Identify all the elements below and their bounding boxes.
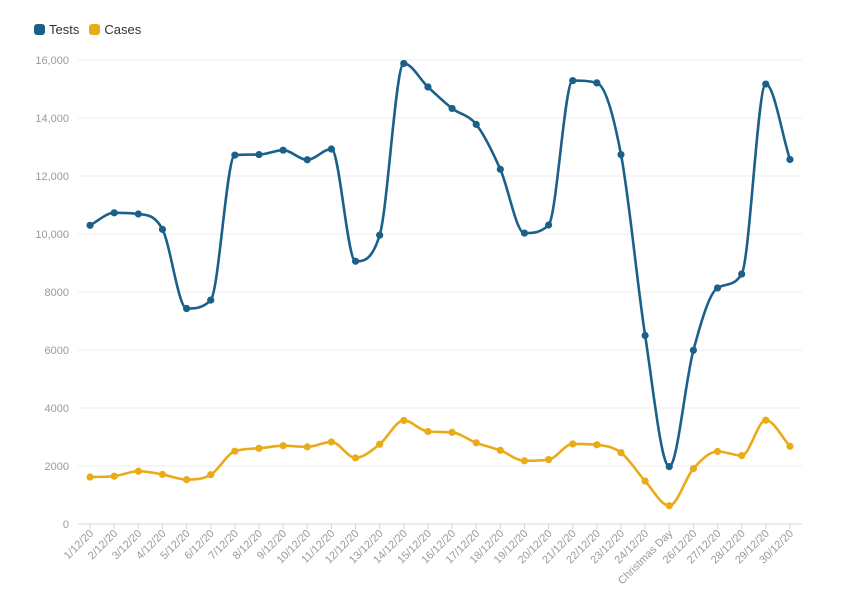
data-point-tests	[207, 296, 215, 304]
data-point-cases	[738, 451, 746, 460]
data-point-tests	[376, 231, 384, 239]
data-point-cases	[448, 428, 456, 436]
data-point-tests	[134, 210, 142, 218]
legend: Tests Cases	[34, 22, 141, 37]
data-point-cases	[593, 441, 601, 449]
series-line-tests	[89, 62, 792, 468]
legend-item-cases[interactable]: Cases	[89, 22, 141, 37]
legend-label-cases: Cases	[104, 22, 142, 37]
y-tick-label: 10,000	[35, 229, 69, 241]
data-point-tests	[617, 150, 625, 159]
data-point-tests	[762, 80, 770, 88]
data-point-tests	[351, 257, 360, 265]
data-point-cases	[786, 442, 794, 450]
data-point-cases	[183, 476, 191, 484]
data-point-tests	[158, 225, 167, 233]
data-point-cases	[134, 467, 142, 475]
legend-item-tests[interactable]: Tests	[34, 22, 79, 37]
data-point-cases	[303, 443, 311, 451]
data-point-cases	[520, 457, 529, 465]
data-point-tests	[713, 284, 722, 292]
data-point-tests	[738, 270, 746, 278]
data-point-tests	[327, 145, 335, 153]
data-point-tests	[520, 229, 529, 237]
data-point-cases	[569, 440, 577, 448]
y-tick-label: 6000	[45, 345, 69, 357]
y-tick-label: 2000	[45, 461, 69, 473]
y-tick-label: 0	[63, 519, 69, 531]
data-point-cases	[689, 465, 698, 473]
data-point-tests	[472, 120, 480, 128]
data-point-cases	[641, 477, 649, 485]
data-point-cases	[158, 470, 167, 479]
data-point-tests	[279, 146, 287, 154]
data-point-tests	[400, 59, 408, 68]
data-point-tests	[231, 151, 239, 159]
data-point-cases	[207, 471, 215, 479]
y-tick-label: 8000	[45, 287, 69, 299]
data-point-cases	[617, 449, 625, 457]
data-point-tests	[689, 346, 698, 354]
y-tick-label: 12,000	[35, 171, 69, 183]
data-point-cases	[665, 502, 673, 510]
y-tick-label: 16,000	[35, 55, 69, 67]
data-point-cases	[400, 416, 408, 425]
data-point-tests	[569, 76, 577, 85]
data-point-cases	[496, 446, 504, 454]
legend-swatch-cases	[89, 24, 101, 35]
data-point-tests	[303, 156, 311, 164]
data-point-tests	[545, 221, 553, 229]
data-point-tests	[255, 150, 263, 159]
data-point-tests	[593, 79, 601, 87]
data-point-cases	[231, 447, 239, 455]
legend-swatch-tests	[34, 24, 45, 35]
data-point-tests	[448, 104, 456, 113]
data-point-cases	[351, 454, 360, 462]
data-point-cases	[545, 456, 553, 464]
data-point-tests	[496, 165, 504, 173]
y-tick-label: 4000	[45, 403, 69, 415]
series-line-cases	[90, 418, 791, 508]
data-point-tests	[665, 462, 673, 471]
data-point-tests	[641, 331, 649, 340]
data-point-cases	[110, 472, 118, 480]
legend-label-tests: Tests	[49, 22, 80, 37]
data-point-cases	[327, 438, 335, 446]
y-tick-label: 14,000	[35, 113, 69, 125]
data-point-tests	[86, 221, 94, 229]
data-point-tests	[786, 155, 794, 164]
data-point-cases	[255, 444, 263, 452]
data-point-cases	[424, 427, 432, 436]
data-point-cases	[472, 439, 480, 447]
data-point-cases	[713, 447, 722, 456]
data-point-cases	[376, 440, 384, 448]
data-point-cases	[86, 473, 94, 481]
data-point-cases	[279, 442, 287, 450]
data-point-tests	[183, 304, 191, 313]
data-point-tests	[110, 209, 118, 217]
data-point-cases	[762, 416, 770, 424]
data-point-tests	[424, 83, 432, 91]
